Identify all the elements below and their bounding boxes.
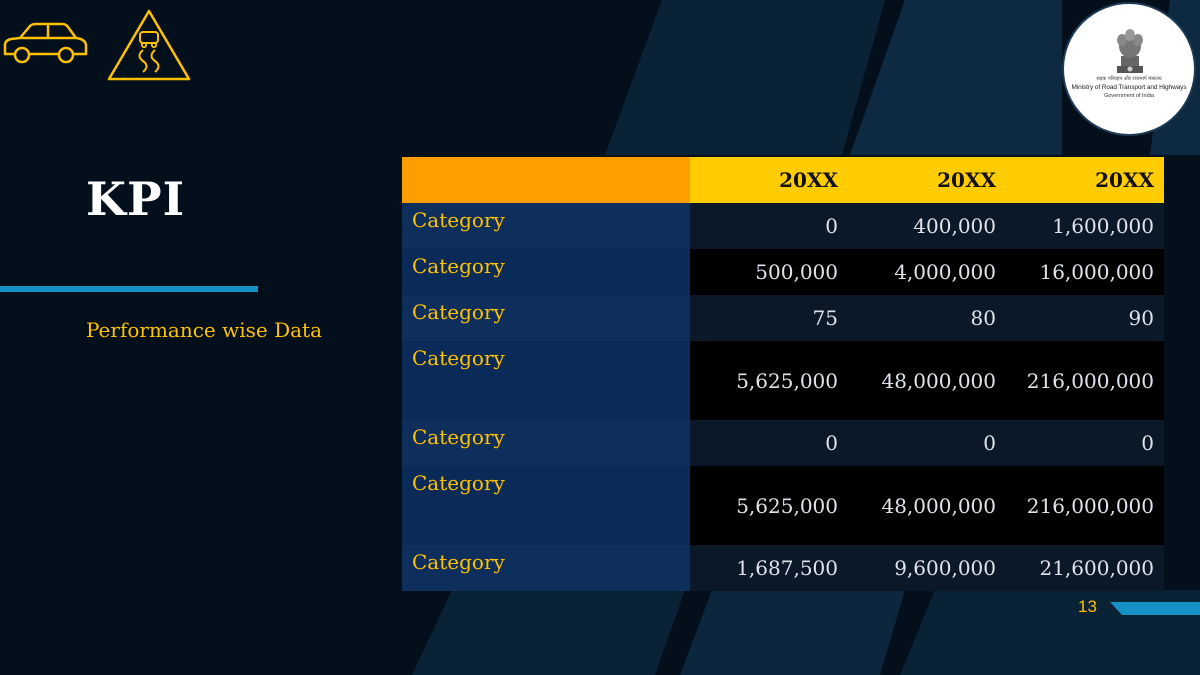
table-header-corner	[402, 157, 690, 203]
table-cell: 216,000,000	[1006, 341, 1164, 420]
table-cell: 21,600,000	[1006, 545, 1164, 591]
table-row: Category 75 80 90	[402, 295, 1164, 341]
table-cell: 0	[848, 420, 1006, 466]
table-cell: 80	[848, 295, 1006, 341]
table-header-year: 20XX	[690, 157, 848, 203]
kpi-table: 20XX 20XX 20XX Category 0 400,000 1,600,…	[402, 157, 1164, 591]
logo-ministry-name: Ministry of Road Transport and Highways	[1071, 84, 1187, 91]
table-header-year: 20XX	[848, 157, 1006, 203]
car-icon	[3, 22, 88, 64]
emblem-icon	[1117, 29, 1143, 73]
logo-government-name: Government of India	[1104, 93, 1154, 99]
slippery-road-warning-icon	[107, 9, 191, 81]
table-row: Category 500,000 4,000,000 16,000,000	[402, 249, 1164, 295]
page-number-accent	[1110, 602, 1200, 615]
table-cell: 16,000,000	[1006, 249, 1164, 295]
table-cell: 4,000,000	[848, 249, 1006, 295]
row-label: Category	[402, 295, 690, 341]
table-cell: 216,000,000	[1006, 466, 1164, 545]
row-label: Category	[402, 545, 690, 591]
table-header-year: 20XX	[1006, 157, 1164, 203]
table-cell: 5,625,000	[690, 341, 848, 420]
slide-title: KPI	[86, 172, 186, 226]
table-cell: 0	[1006, 420, 1164, 466]
table-row: Category 0 400,000 1,600,000	[402, 203, 1164, 249]
table-row: Category 5,625,000 48,000,000 216,000,00…	[402, 466, 1164, 545]
slide-subtitle: Performance wise Data	[86, 318, 323, 342]
table-cell: 75	[690, 295, 848, 341]
row-label: Category	[402, 249, 690, 295]
table-cell: 90	[1006, 295, 1164, 341]
table-cell: 48,000,000	[848, 466, 1006, 545]
table-cell: 1,687,500	[690, 545, 848, 591]
page-number: 13	[1078, 597, 1097, 616]
table-header-row: 20XX 20XX 20XX	[402, 157, 1164, 203]
table-cell: 400,000	[848, 203, 1006, 249]
table-cell: 9,600,000	[848, 545, 1006, 591]
row-label: Category	[402, 203, 690, 249]
table-row: Category 1,687,500 9,600,000 21,600,000	[402, 545, 1164, 591]
row-label: Category	[402, 341, 690, 420]
table-cell: 500,000	[690, 249, 848, 295]
title-divider	[0, 286, 258, 292]
table-cell: 0	[690, 420, 848, 466]
table-cell: 1,600,000	[1006, 203, 1164, 249]
table-cell: 5,625,000	[690, 466, 848, 545]
table-row: Category 0 0 0	[402, 420, 1164, 466]
row-label: Category	[402, 466, 690, 545]
row-label: Category	[402, 420, 690, 466]
logo-hindi-text: सड़क परिवहन और राजमार्ग मंत्रालय	[1096, 76, 1162, 82]
table-row: Category 5,625,000 48,000,000 216,000,00…	[402, 341, 1164, 420]
table-cell: 48,000,000	[848, 341, 1006, 420]
ministry-logo: सड़क परिवहन और राजमार्ग मंत्रालय Ministr…	[1062, 2, 1196, 136]
table-cell: 0	[690, 203, 848, 249]
